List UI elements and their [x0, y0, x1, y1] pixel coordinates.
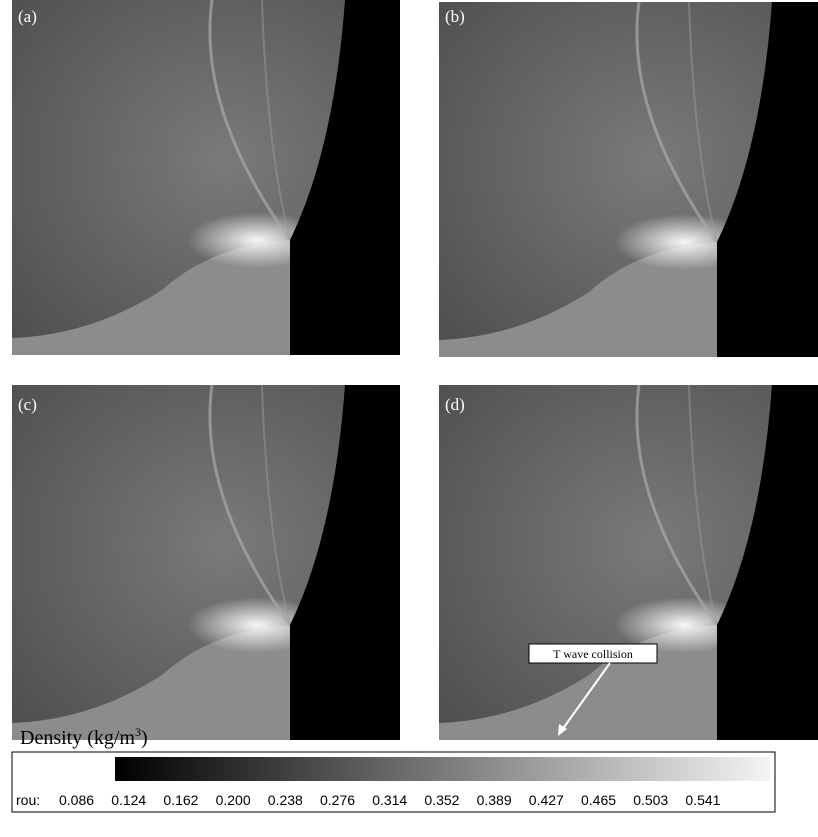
- colorbar-tick-label: 0.465: [581, 792, 616, 808]
- colorbar-tick-label: 0.314: [372, 792, 407, 808]
- colorbar-tick-label: 0.352: [424, 792, 459, 808]
- panel-a: [12, 0, 400, 355]
- colorbar-tick-label: 0.276: [320, 792, 355, 808]
- panel-b: [439, 2, 818, 357]
- colorbar-title: Density (kg/m3): [20, 725, 148, 749]
- figure: (a) (b) (c) (d) T wave collision Density…: [0, 0, 818, 837]
- colorbar-tick-label: 0.503: [633, 792, 668, 808]
- panel-label: (b): [445, 7, 465, 26]
- panel-label: (d): [445, 395, 465, 414]
- colorbar-variable: rou:: [16, 792, 40, 808]
- colorbar-tick-label: 0.389: [477, 792, 512, 808]
- panel-d: [439, 385, 818, 740]
- colorbar-tick-label: 0.541: [685, 792, 720, 808]
- colorbar-ticks: 0.086 0.124 0.162 0.200 0.238 0.276 0.314 0.352…: [59, 792, 721, 808]
- panel-label: (a): [18, 7, 37, 26]
- colorbar-tick-label: 0.086: [59, 792, 94, 808]
- panel-label: (c): [18, 395, 37, 414]
- panel-c: [12, 385, 400, 740]
- colorbar-tick-label: 0.427: [529, 792, 564, 808]
- colorbar-tick-label: 0.200: [216, 792, 251, 808]
- colorbar-tick-label: 0.238: [268, 792, 303, 808]
- annotation: T wave collision: [553, 647, 633, 661]
- colorbar: [115, 757, 770, 781]
- colorbar-tick-label: 0.124: [111, 792, 146, 808]
- colorbar-tick-label: 0.162: [163, 792, 198, 808]
